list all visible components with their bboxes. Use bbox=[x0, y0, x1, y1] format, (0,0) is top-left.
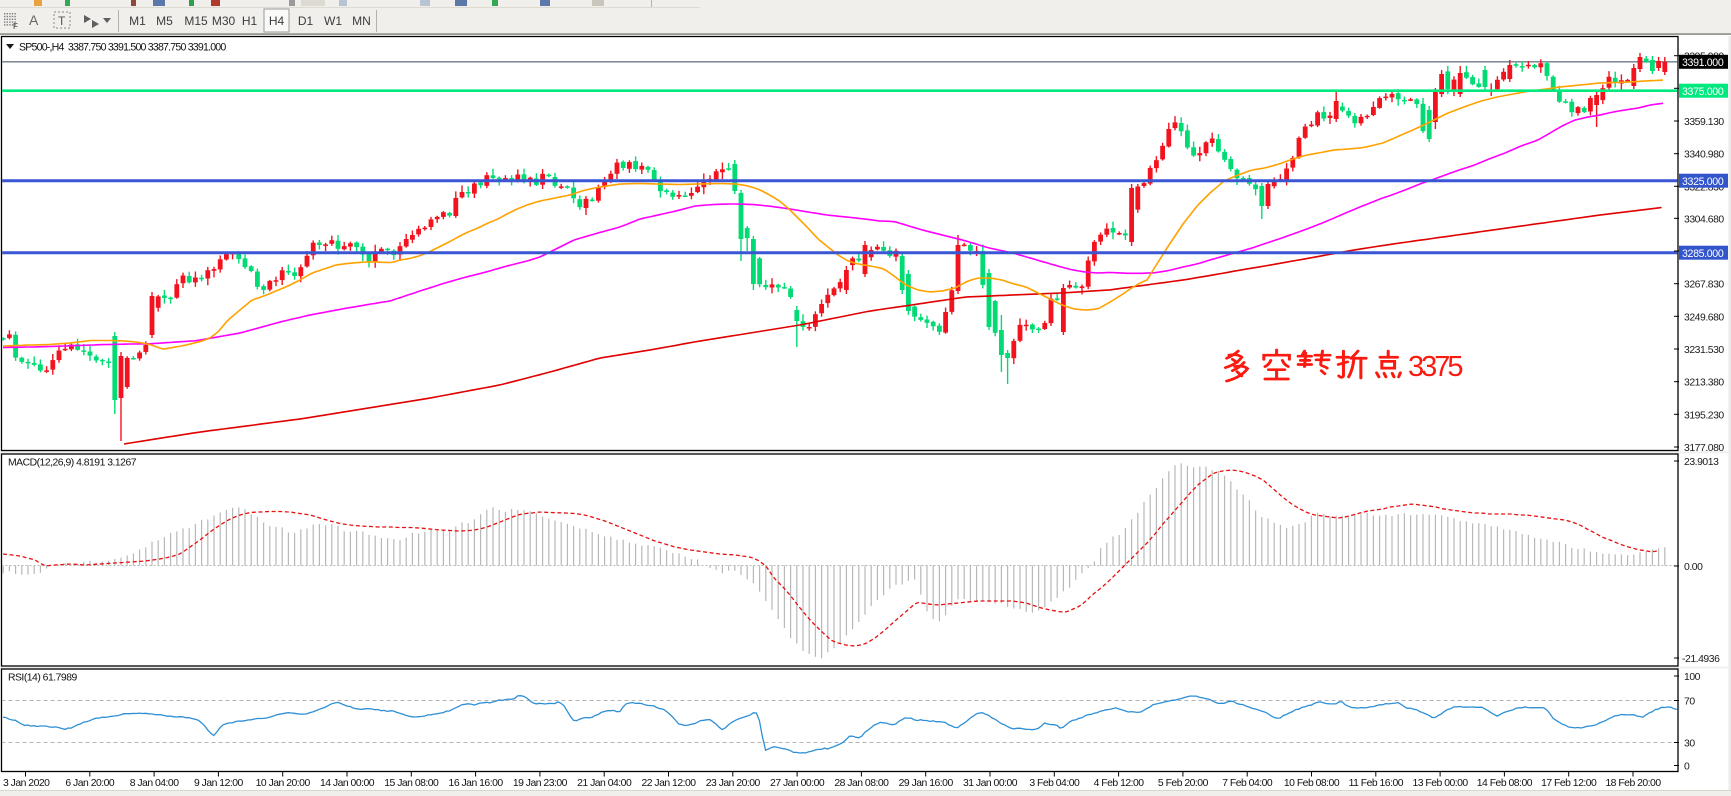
svg-text:10 Feb 08:00: 10 Feb 08:00 bbox=[1284, 778, 1340, 789]
svg-text:3213.380: 3213.380 bbox=[1684, 378, 1724, 389]
svg-text:M1: M1 bbox=[129, 14, 146, 28]
svg-text:17 Feb 12:00: 17 Feb 12:00 bbox=[1541, 778, 1597, 789]
svg-text:8 Jan 04:00: 8 Jan 04:00 bbox=[130, 778, 180, 789]
svg-text:3359.130: 3359.130 bbox=[1684, 117, 1724, 128]
svg-text:19 Jan 23:00: 19 Jan 23:00 bbox=[513, 778, 568, 789]
svg-text:3340.980: 3340.980 bbox=[1684, 150, 1724, 161]
svg-text:-21.4936: -21.4936 bbox=[1682, 654, 1720, 665]
svg-text:3375.000: 3375.000 bbox=[1682, 86, 1724, 98]
svg-text:22 Jan 12:00: 22 Jan 12:00 bbox=[641, 778, 696, 789]
svg-text:18 Feb 20:00: 18 Feb 20:00 bbox=[1605, 778, 1661, 789]
svg-text:3304.680: 3304.680 bbox=[1684, 214, 1724, 225]
svg-text:RSI(14) 61.7989: RSI(14) 61.7989 bbox=[8, 673, 77, 684]
svg-text:9 Jan 12:00: 9 Jan 12:00 bbox=[194, 778, 244, 789]
svg-text:3375: 3375 bbox=[1408, 351, 1462, 383]
svg-text:A: A bbox=[29, 12, 39, 28]
svg-text:7 Feb 04:00: 7 Feb 04:00 bbox=[1222, 778, 1273, 789]
svg-text:3195.230: 3195.230 bbox=[1684, 410, 1724, 421]
svg-text:28 Jan 08:00: 28 Jan 08:00 bbox=[834, 778, 889, 789]
svg-text:3231.530: 3231.530 bbox=[1684, 345, 1724, 356]
svg-text:3 Feb 04:00: 3 Feb 04:00 bbox=[1029, 778, 1080, 789]
svg-text:5 Feb 20:00: 5 Feb 20:00 bbox=[1158, 778, 1209, 789]
svg-text:14 Feb 08:00: 14 Feb 08:00 bbox=[1477, 778, 1533, 789]
svg-text:3325.000: 3325.000 bbox=[1682, 176, 1724, 188]
svg-text:3249.680: 3249.680 bbox=[1684, 312, 1724, 323]
svg-text:4 Feb 12:00: 4 Feb 12:00 bbox=[1094, 778, 1145, 789]
svg-text:16 Jan 16:00: 16 Jan 16:00 bbox=[449, 778, 504, 789]
svg-text:31 Jan 00:00: 31 Jan 00:00 bbox=[963, 778, 1018, 789]
svg-text:6 Jan 20:00: 6 Jan 20:00 bbox=[65, 778, 115, 789]
svg-text:3267.830: 3267.830 bbox=[1684, 280, 1724, 291]
svg-text:F: F bbox=[13, 22, 18, 31]
svg-text:14 Jan 00:00: 14 Jan 00:00 bbox=[320, 778, 375, 789]
svg-text:23 Jan 20:00: 23 Jan 20:00 bbox=[706, 778, 761, 789]
svg-text:11 Feb 16:00: 11 Feb 16:00 bbox=[1349, 778, 1404, 789]
svg-text:100: 100 bbox=[1684, 672, 1701, 683]
svg-text:H4: H4 bbox=[269, 14, 285, 28]
svg-text:H1: H1 bbox=[242, 14, 258, 28]
svg-text:M15: M15 bbox=[184, 14, 208, 28]
svg-text:MN: MN bbox=[352, 14, 371, 28]
svg-text:M30: M30 bbox=[212, 14, 236, 28]
svg-text:15 Jan 08:00: 15 Jan 08:00 bbox=[384, 778, 439, 789]
svg-text:27 Jan 00:00: 27 Jan 00:00 bbox=[770, 778, 825, 789]
svg-text:3 Jan 2020: 3 Jan 2020 bbox=[3, 778, 50, 789]
svg-text:70: 70 bbox=[1684, 697, 1695, 708]
svg-text:21 Jan 04:00: 21 Jan 04:00 bbox=[577, 778, 632, 789]
svg-text:30: 30 bbox=[1684, 739, 1695, 750]
svg-text:0: 0 bbox=[1684, 762, 1690, 773]
svg-text:23.9013: 23.9013 bbox=[1684, 457, 1719, 468]
svg-text:0.00: 0.00 bbox=[1684, 562, 1703, 573]
svg-text:3322.830: 3322.830 bbox=[1684, 182, 1724, 193]
svg-text:3391.000: 3391.000 bbox=[1682, 57, 1724, 69]
svg-text:MACD(12,26,9) 4.8191 3.1267: MACD(12,26,9) 4.8191 3.1267 bbox=[8, 458, 137, 469]
svg-text:W1: W1 bbox=[324, 14, 342, 28]
svg-text:13 Feb 00:00: 13 Feb 00:00 bbox=[1412, 778, 1468, 789]
svg-text:3285.000: 3285.000 bbox=[1682, 248, 1724, 260]
svg-text:SP500-,H4 3387.750 3391.500 3: SP500-,H4 3387.750 3391.500 3387.750 339… bbox=[19, 41, 226, 53]
svg-text:3177.080: 3177.080 bbox=[1684, 443, 1724, 454]
svg-text:10 Jan 20:00: 10 Jan 20:00 bbox=[256, 778, 311, 789]
svg-text:M5: M5 bbox=[156, 14, 173, 28]
svg-text:29 Jan 16:00: 29 Jan 16:00 bbox=[899, 778, 954, 789]
svg-text:D1: D1 bbox=[298, 14, 314, 28]
svg-text:T: T bbox=[58, 14, 66, 28]
